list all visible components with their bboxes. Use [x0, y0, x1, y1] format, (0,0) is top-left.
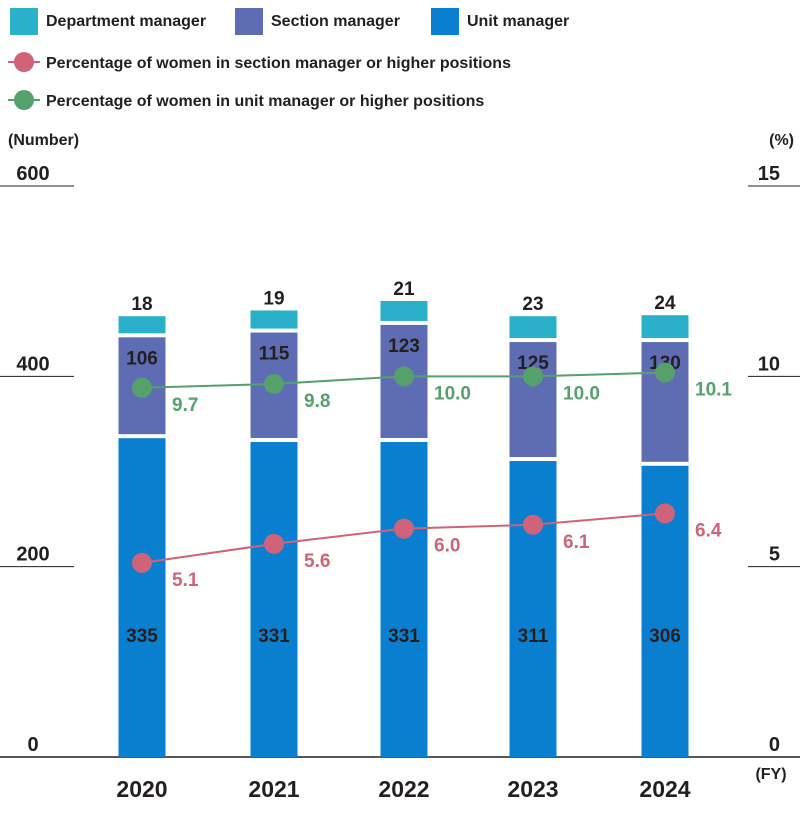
line-marker [655, 503, 675, 524]
bar-department-manager [380, 300, 428, 321]
x-axis-label: (FY) [755, 766, 786, 783]
legend-swatch [235, 8, 263, 35]
legend-label: Section manager [271, 13, 400, 30]
bar-unit-manager [509, 461, 557, 757]
legend-label: Department manager [46, 13, 206, 30]
line-value-label: 5.1 [172, 570, 199, 591]
line-value-label: 10.0 [434, 383, 471, 404]
x-tick-label: 2020 [116, 776, 167, 802]
bar-value-label: 24 [654, 293, 676, 314]
bar-value-label: 21 [393, 279, 415, 300]
bar-department-manager [118, 316, 166, 334]
bar-section-manager [641, 342, 689, 462]
bar-value-label: 306 [649, 626, 681, 647]
x-tick-label: 2021 [248, 776, 299, 802]
bar-department-manager [250, 310, 298, 329]
right-tick-label: 15 [758, 163, 780, 185]
line-marker [655, 362, 675, 383]
line-marker [132, 552, 152, 573]
right-tick-label: 0 [769, 734, 780, 756]
line-value-label: 6.0 [434, 536, 460, 557]
bar-section-manager [509, 342, 557, 458]
left-tick-label: 600 [16, 163, 49, 185]
bar-value-label: 18 [131, 294, 152, 315]
right-tick-label: 10 [758, 353, 780, 375]
line-marker [132, 377, 152, 398]
left-axis-label: (Number) [8, 132, 79, 149]
bar-value-label: 125 [517, 353, 549, 374]
legend-label: Unit manager [467, 13, 569, 30]
bar-value-label: 335 [126, 626, 158, 647]
bar-value-label: 115 [259, 344, 290, 365]
legend-label: Percentage of women in unit manager or h… [46, 93, 484, 110]
x-tick-label: 2024 [639, 776, 690, 802]
bar-department-manager [641, 315, 689, 339]
left-tick-label: 200 [16, 544, 49, 566]
bar-value-label: 106 [126, 348, 158, 369]
bar-value-label: 19 [263, 288, 284, 309]
legend-marker [14, 52, 34, 72]
bar-department-manager [509, 316, 557, 339]
line-value-label: 6.4 [695, 520, 722, 541]
line-marker [523, 514, 543, 535]
legend-swatch [10, 8, 38, 35]
line-marker [523, 366, 543, 387]
line-marker [394, 518, 414, 539]
left-tick-label: 0 [27, 734, 38, 756]
legend-swatch [431, 8, 459, 35]
line-value-label: 10.1 [695, 380, 732, 401]
line-marker [264, 373, 284, 394]
line-marker [394, 366, 414, 387]
line-value-label: 9.7 [172, 395, 198, 416]
right-tick-label: 5 [769, 544, 780, 566]
legend-label: Percentage of women in section manager o… [46, 55, 511, 72]
bar-value-label: 123 [388, 336, 420, 357]
line-value-label: 9.8 [304, 391, 330, 412]
x-tick-label: 2023 [507, 776, 558, 802]
left-tick-label: 400 [16, 353, 49, 375]
line-value-label: 6.1 [563, 532, 590, 553]
bar-unit-manager [118, 438, 166, 757]
line-value-label: 5.6 [304, 551, 330, 572]
bar-value-label: 23 [522, 294, 543, 315]
x-tick-label: 2022 [378, 776, 429, 802]
legend-marker [14, 90, 34, 110]
bar-unit-manager [250, 441, 298, 757]
right-axis-label: (%) [769, 132, 794, 149]
bar-value-label: 311 [518, 626, 549, 647]
bar-value-label: 331 [258, 626, 290, 647]
line-value-label: 10.0 [563, 383, 600, 404]
bar-unit-manager [380, 441, 428, 757]
line-marker [264, 533, 284, 554]
bar-value-label: 331 [388, 626, 420, 647]
